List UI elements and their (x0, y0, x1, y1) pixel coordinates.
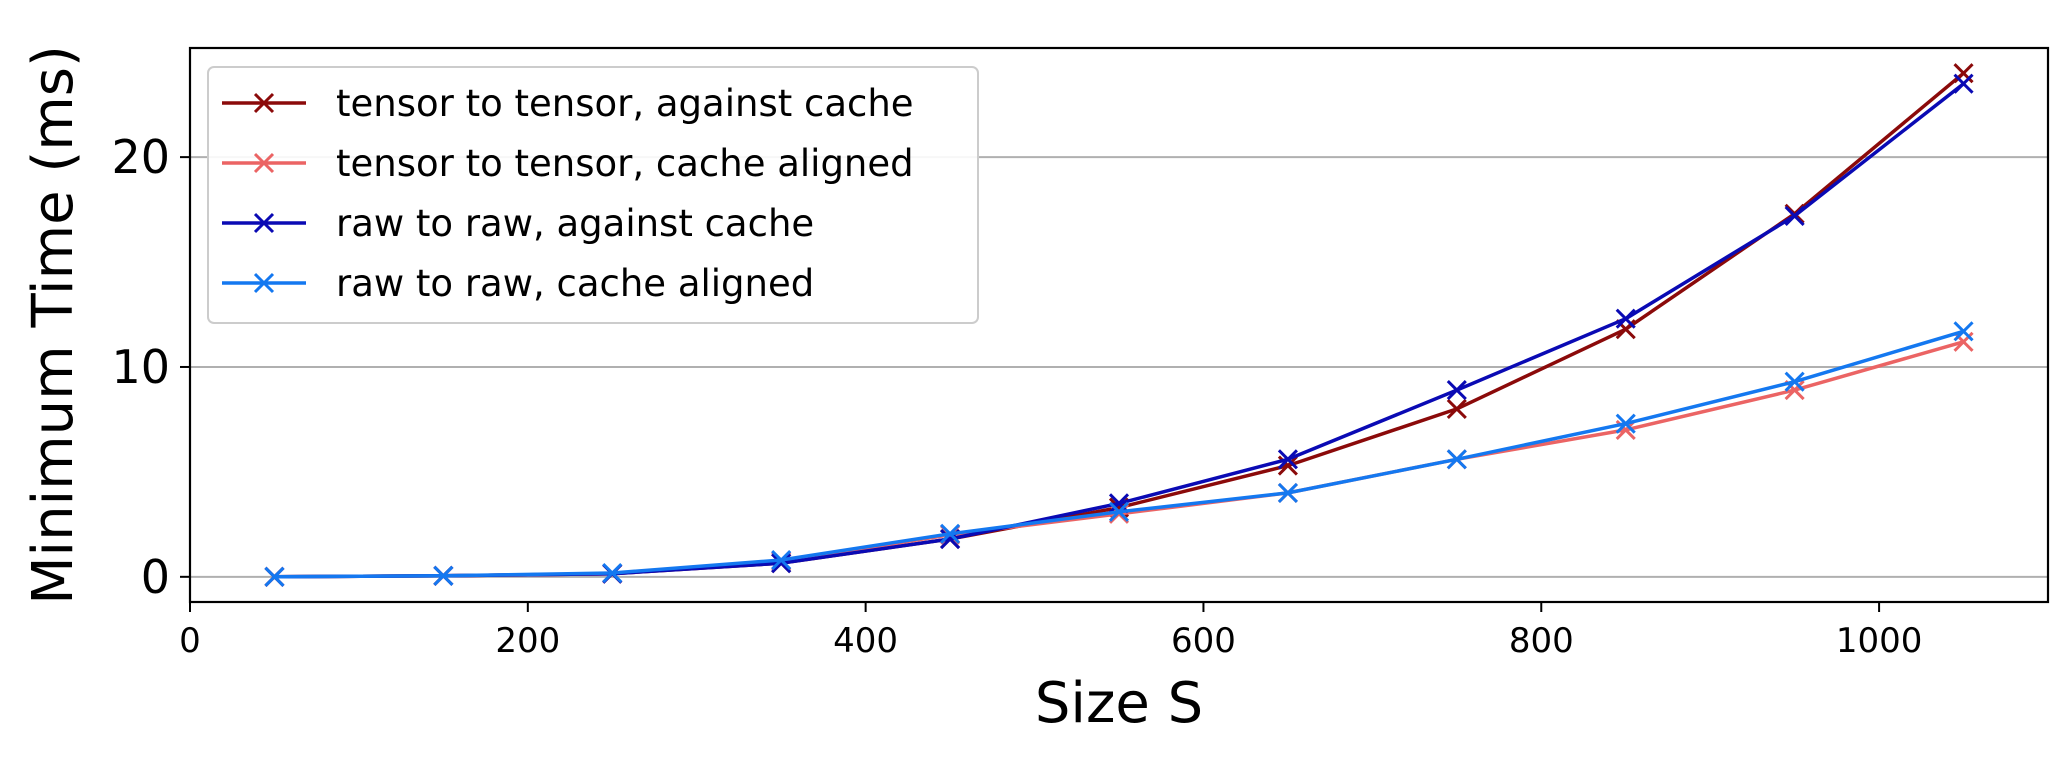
series-3 (264, 321, 1974, 587)
x-tick-label: 0 (179, 621, 201, 661)
x-tick-label: 1000 (1836, 621, 1923, 661)
legend-entry: tensor to tensor, against cache (222, 82, 914, 125)
data-point (433, 565, 454, 586)
legend-label: tensor to tensor, against cache (336, 82, 914, 125)
data-point (1784, 205, 1805, 226)
data-point (1784, 371, 1805, 392)
legend-marker (253, 212, 275, 234)
data-point (1108, 501, 1130, 522)
data-point (1953, 73, 1974, 94)
data-point (1953, 321, 1974, 342)
x-tick-label: 600 (1171, 621, 1236, 661)
legend-entry: raw to raw, cache aligned (222, 262, 814, 305)
data-point (771, 553, 792, 574)
y-tick-label: 10 (111, 340, 170, 394)
series-line (274, 329, 1965, 579)
y-tick-label: 20 (111, 130, 170, 184)
data-point (1446, 379, 1467, 401)
legend-label: raw to raw, against cache (336, 202, 814, 245)
series-group (264, 63, 1974, 587)
data-point (264, 566, 285, 587)
data-point (940, 523, 961, 544)
data-point (1446, 398, 1467, 419)
data-point (1446, 449, 1467, 470)
data-point (771, 549, 792, 571)
data-point (1615, 308, 1636, 329)
y-axis-title: Minimum Time (ms) (21, 45, 86, 605)
x-tick-label: 800 (1509, 621, 1574, 661)
x-tick-label: 200 (495, 621, 560, 661)
legend-marker (253, 272, 275, 294)
data-point (1277, 449, 1298, 470)
legend-marker (253, 92, 275, 114)
x-tick-label: 400 (833, 621, 898, 661)
series-1 (264, 331, 1974, 587)
data-point (1615, 413, 1636, 434)
legend-marker (253, 152, 275, 174)
legend: tensor to tensor, against cache tensor to… (207, 66, 979, 324)
legend-entry: raw to raw, against cache (222, 202, 814, 245)
plot-frame (188, 46, 2050, 604)
data-point (1277, 482, 1298, 503)
legend-label: raw to raw, cache aligned (336, 262, 814, 305)
x-axis-title: Size S (1035, 671, 1203, 736)
legend-box (207, 66, 979, 324)
legend-label: tensor to tensor, cache aligned (336, 142, 914, 185)
data-point (602, 562, 623, 584)
legend-entry: tensor to tensor, cache aligned (222, 142, 914, 185)
y-tick-label: 0 (141, 550, 170, 604)
series-line (274, 340, 1964, 579)
